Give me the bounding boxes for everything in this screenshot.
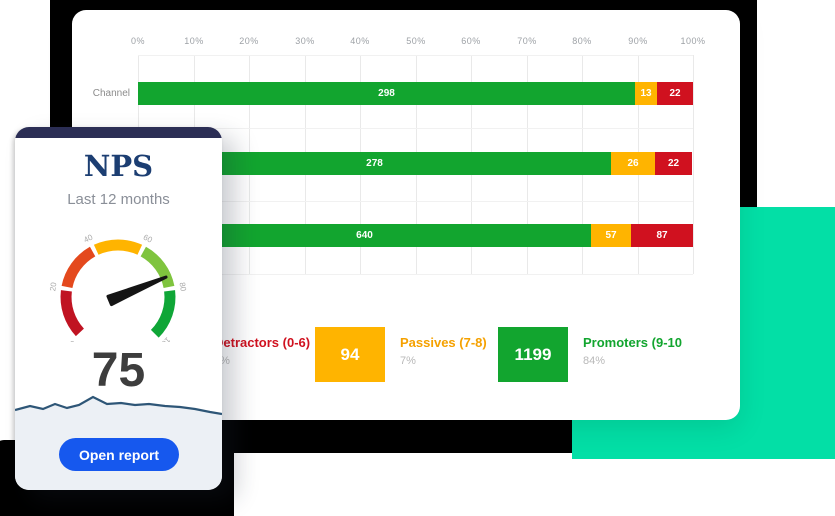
bar-segment-promoters: 298 (138, 82, 635, 105)
stacked-bar-row: 640 57 87 (138, 224, 693, 247)
axis-tick: 80% (572, 36, 592, 46)
nps-title: NPS (83, 149, 154, 183)
promoters-count-box: 1199 (498, 327, 568, 382)
gauge-segment-orangered (61, 246, 96, 289)
axis-tick: 10% (184, 36, 204, 46)
sparkline-line (15, 395, 222, 416)
axis-tick: 0% (130, 36, 145, 46)
axis-tick: 90% (628, 36, 648, 46)
nps-gauge: 0 20 40 60 80 100 (48, 232, 188, 342)
gauge-tick-label: 100 (156, 335, 172, 342)
gauge-tick-label: 0 (67, 338, 77, 342)
phone-top-bar (15, 127, 222, 138)
nps-subtitle: Last 12 months (67, 191, 170, 208)
bar-segment-passives: 13 (635, 82, 657, 105)
gauge-tick-label: 60 (142, 233, 155, 245)
bar-segment-detractors: 87 (631, 224, 693, 247)
bar-segment-passives: 26 (611, 152, 655, 175)
gauge-tick-label: 40 (82, 232, 95, 244)
bar-segment-passives: 57 (591, 224, 631, 247)
phone-widget-card: NPS Last 12 months 0 20 40 60 80 100 (15, 127, 222, 490)
promoters-label: Promoters (9-10 (583, 335, 682, 350)
bar-segment-detractors: 22 (657, 82, 693, 105)
gauge-segment-amber (93, 239, 143, 255)
gauge-tick-label: 80 (178, 282, 188, 293)
gauge-tick-label: 20 (48, 281, 58, 292)
gridline (138, 201, 693, 202)
detractors-label: Detractors (0-6) (214, 335, 311, 350)
bar-segment-promoters: 640 (138, 224, 591, 247)
gridline (138, 55, 693, 56)
open-report-button[interactable]: Open report (59, 438, 179, 471)
gauge-segment-lightgreen (140, 246, 175, 289)
axis-tick: 20% (239, 36, 259, 46)
stacked-bar-row: 278 26 22 (138, 152, 692, 175)
gauge-segment-green (150, 290, 176, 338)
gauge-segment-darkred (60, 290, 85, 337)
passives-label: Passives (7-8) (400, 335, 487, 350)
bar-segment-detractors: 22 (655, 152, 692, 175)
bar-row-label: Channel (92, 88, 130, 99)
axis-tick: 60% (461, 36, 481, 46)
stacked-bar-row: 298 13 22 (138, 82, 693, 105)
gauge-needle (106, 275, 168, 307)
axis-tick: 50% (406, 36, 426, 46)
passives-count-box: 94 (315, 327, 385, 382)
passives-percent: 7% (400, 355, 416, 367)
bar-segment-promoters: 278 (138, 152, 611, 175)
gridline (138, 128, 693, 129)
nps-score: 75 (91, 344, 146, 397)
gridline (138, 274, 693, 275)
axis-tick: 100% (680, 36, 706, 46)
axis-tick: 40% (350, 36, 370, 46)
gridline (693, 55, 694, 274)
promoters-percent: 84% (583, 355, 606, 367)
axis-tick: 70% (517, 36, 537, 46)
axis-tick: 30% (295, 36, 315, 46)
